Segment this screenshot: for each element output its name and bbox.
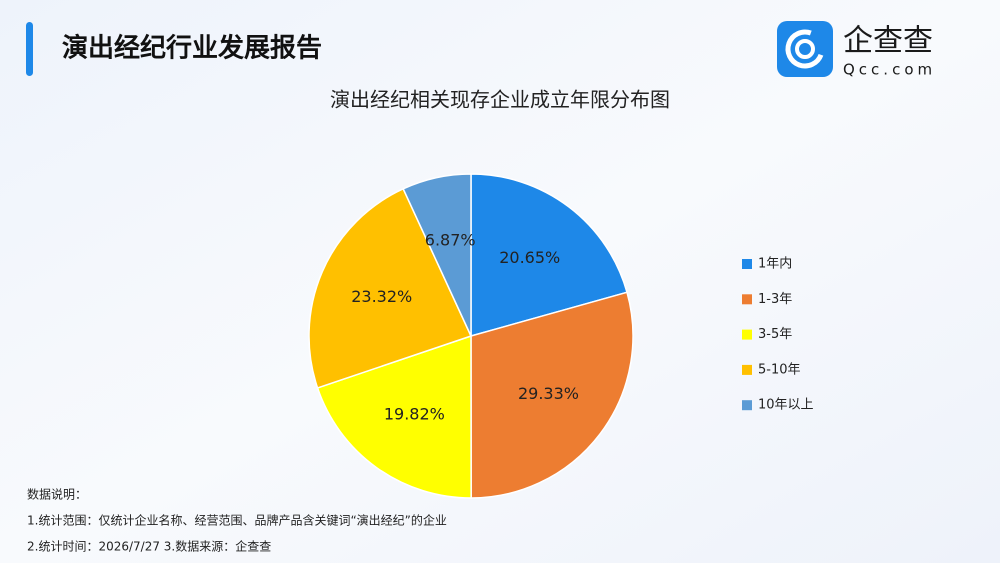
pie-slice [470, 173, 628, 337]
chart-title: 演出经纪相关现存企业成立年限分布图 [330, 88, 670, 112]
data-label: 29.33% [518, 384, 579, 403]
pie-slice [402, 173, 472, 337]
pie-slice [470, 291, 634, 499]
logo-ring [795, 39, 815, 59]
data-label: 6.87% [425, 231, 476, 250]
pie-slice [316, 334, 472, 499]
legend-label: 1年内 [758, 256, 792, 272]
note-line: 2.统计时间：2026/7/27 3.数据来源：企查查 [27, 539, 271, 554]
legend-swatch [742, 294, 752, 305]
legend-label: 5-10年 [758, 362, 801, 377]
legend-swatch [742, 400, 752, 411]
legend-label: 10年以上 [758, 398, 814, 413]
logo-icon [777, 21, 833, 77]
pie-slice [308, 187, 473, 389]
legend-swatch [742, 329, 752, 340]
legend: 1年内 1-3年 3-5年 5-10年 10年以上 [742, 256, 814, 413]
legend-swatch [742, 364, 752, 375]
data-label: 20.65% [499, 248, 560, 267]
notes-title: 数据说明： [27, 487, 87, 502]
logo-name: 企查查 [843, 24, 933, 59]
logo-domain: Qcc.com [843, 61, 936, 79]
title-accent [26, 22, 33, 76]
note-line: 1.统计范围：仅统计企业名称、经营范围、品牌产品含关键词“演出经纪”的企业 [27, 513, 447, 528]
data-label: 23.32% [351, 287, 412, 306]
legend-label: 3-5年 [758, 327, 792, 342]
legend-label: 1-3年 [758, 292, 792, 307]
page-title: 演出经纪行业发展报告 [62, 33, 322, 64]
data-label: 19.82% [384, 405, 445, 424]
legend-swatch [742, 259, 752, 269]
pie: 20.65% 29.33% 19.82% 23.32% 6.87% [308, 173, 634, 499]
